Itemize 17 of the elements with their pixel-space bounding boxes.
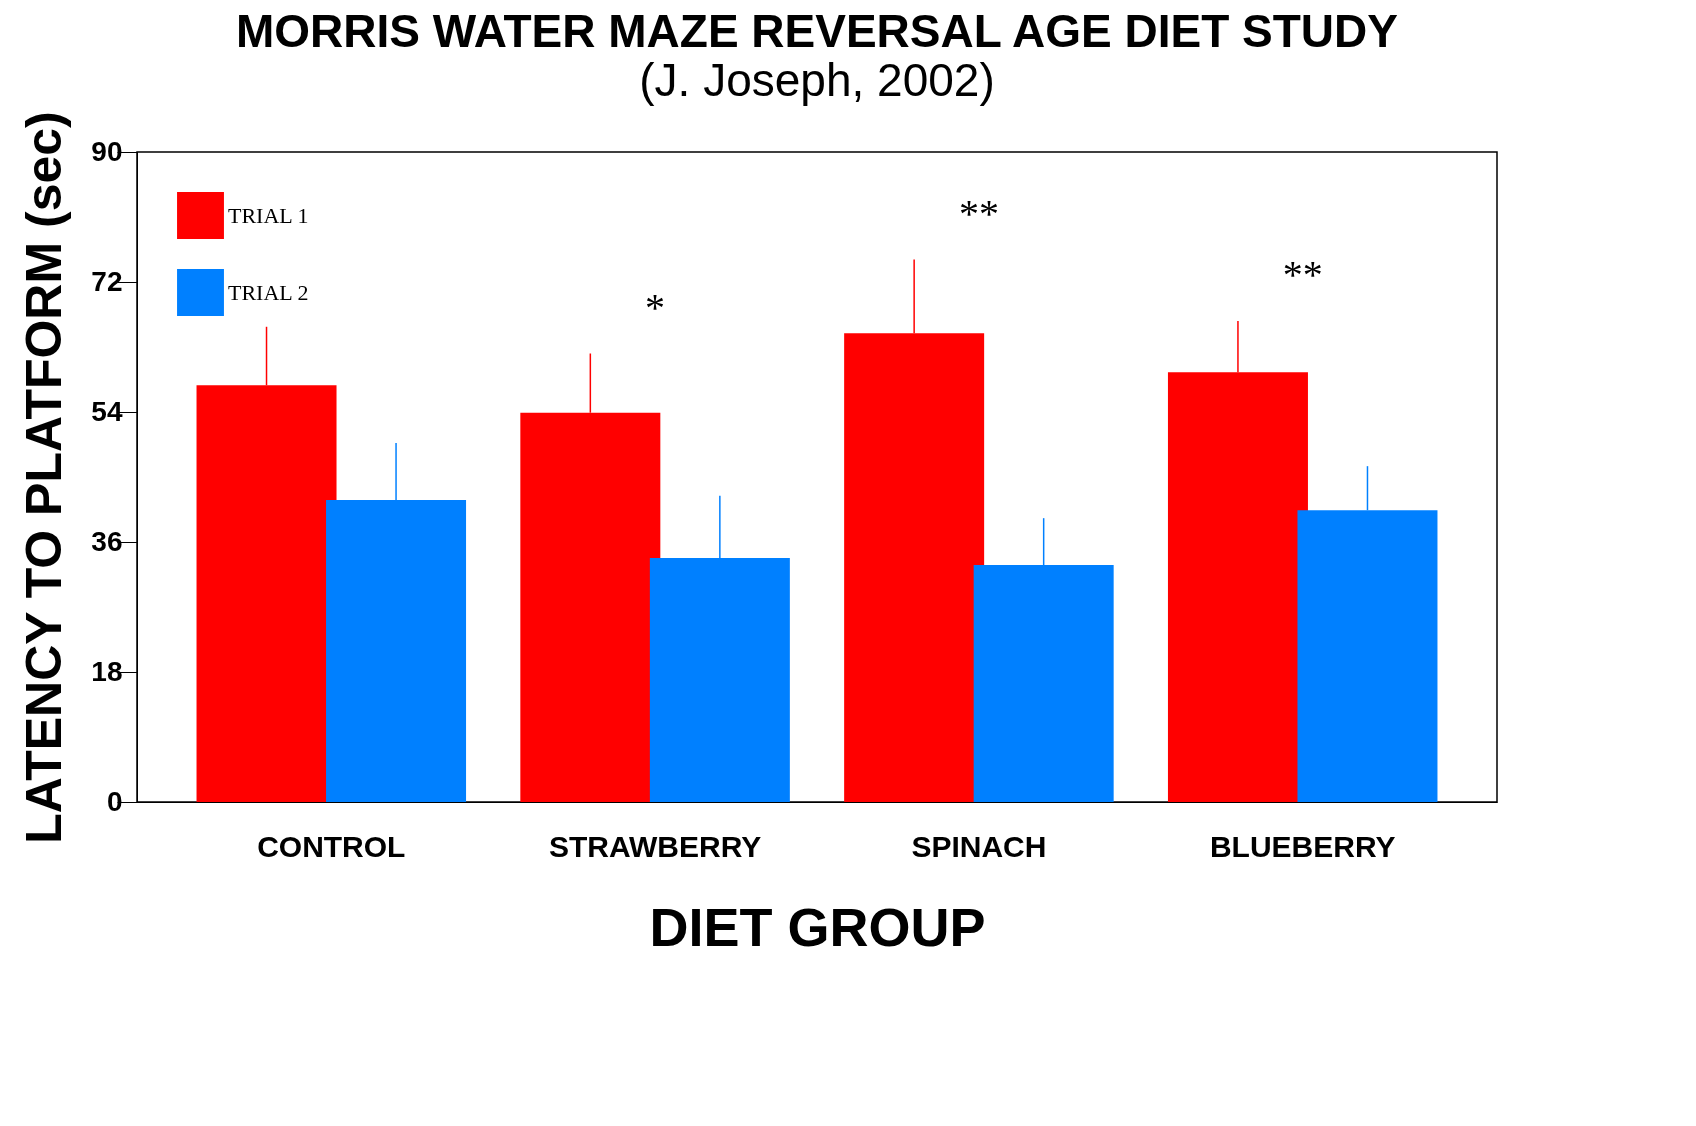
y-tick-label: 0	[106, 785, 123, 817]
annotation: **	[1282, 252, 1323, 297]
legend-label: TRIAL 2	[228, 279, 309, 305]
y-tick-label: 90	[91, 135, 123, 167]
x-axis-title: DIET GROUP	[649, 896, 986, 957]
x-tick-label: SPINACH	[911, 829, 1047, 863]
y-tick-label: 18	[91, 655, 123, 687]
y-axis-title: LATENCY TO PLATFORM (sec)	[16, 111, 73, 844]
y-tick-label: 72	[91, 265, 123, 297]
legend-label: TRIAL 1	[228, 202, 309, 228]
x-tick-label: BLUEBERRY	[1209, 829, 1396, 863]
annotation: *	[645, 284, 666, 330]
y-tick-label: 54	[91, 395, 123, 427]
x-tick-label: STRAWBERRY	[548, 829, 762, 863]
x-tick-label: CONTROL	[257, 829, 406, 863]
annotation: **	[958, 190, 999, 236]
y-tick-label: 36	[91, 525, 123, 557]
